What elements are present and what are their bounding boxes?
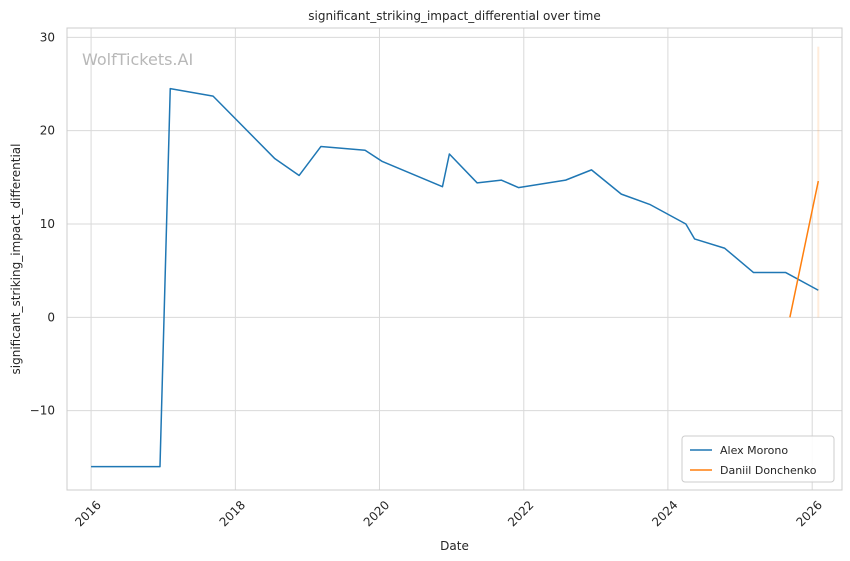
- y-tick-label: 10: [40, 217, 55, 231]
- x-axis-label: Date: [440, 539, 469, 553]
- y-axis-ticks: −10 0 10 20 30: [30, 30, 55, 417]
- y-tick-label: 30: [40, 30, 55, 44]
- y-axis-label: significant_striking_impact_differential: [9, 144, 23, 375]
- legend-box: [681, 435, 835, 483]
- chart-title: significant_striking_impact_differential…: [308, 9, 600, 23]
- plot-area-frame: [66, 27, 843, 491]
- series-line-alex-morono: [91, 87, 819, 468]
- series-line-daniil-donchenko: [789, 180, 820, 318]
- legend: Alex Morono Daniil Donchenko: [681, 435, 835, 483]
- legend-label-daniil-donchenko: Daniil Donchenko: [720, 464, 817, 477]
- grid: [67, 28, 842, 490]
- y-tick-label: 20: [40, 124, 55, 138]
- y-tick-label: 0: [47, 310, 55, 324]
- legend-label-alex-morono: Alex Morono: [720, 444, 788, 457]
- y-tick-label: −10: [30, 404, 55, 418]
- watermark-text: WolfTickets.AI: [82, 50, 193, 69]
- series-layer: [91, 46, 820, 468]
